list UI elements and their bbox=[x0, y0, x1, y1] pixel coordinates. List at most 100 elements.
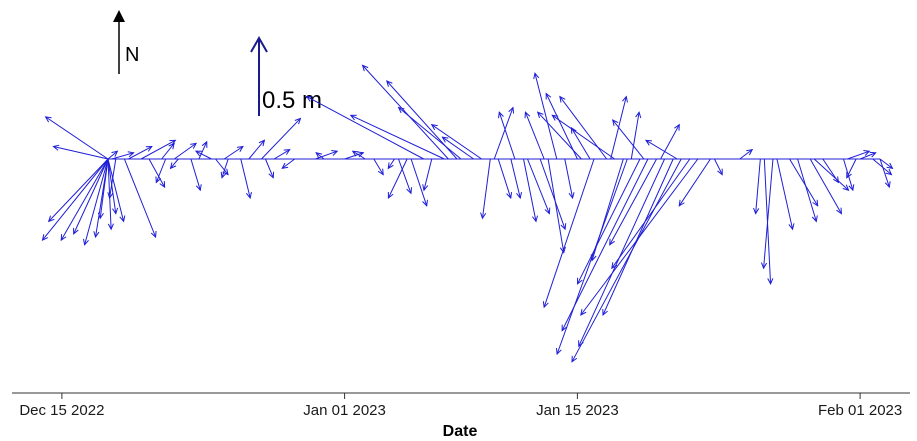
vector-arrow bbox=[789, 158, 819, 207]
vector-shaft bbox=[561, 158, 649, 331]
vector-shaft bbox=[148, 158, 166, 188]
x-axis-title: Date bbox=[443, 423, 478, 440]
vector-arrow bbox=[644, 139, 678, 160]
vector-arrow bbox=[248, 139, 266, 160]
vector-arrow bbox=[739, 148, 754, 160]
vector-shaft bbox=[523, 158, 537, 222]
vector-head bbox=[195, 184, 202, 192]
vector-head bbox=[236, 145, 244, 152]
vector-head bbox=[201, 140, 208, 148]
scale-label: 0.5 m bbox=[262, 87, 322, 114]
vector-arrow bbox=[539, 158, 567, 231]
vector-arrow bbox=[561, 158, 649, 332]
vector-shaft bbox=[344, 152, 364, 160]
vector-arrow bbox=[776, 158, 795, 231]
vector-series bbox=[41, 64, 894, 363]
vector-arrow bbox=[215, 158, 229, 176]
vector-arrow bbox=[580, 158, 699, 316]
vector-head bbox=[47, 215, 55, 223]
vector-shaft bbox=[123, 158, 157, 238]
vector-arrow bbox=[264, 158, 275, 179]
vector-head bbox=[422, 199, 428, 207]
vector-arrow bbox=[240, 158, 252, 200]
vector-arrow bbox=[551, 114, 615, 160]
vector-arrow bbox=[220, 158, 229, 179]
vector-shaft bbox=[223, 146, 244, 160]
vector-head bbox=[516, 192, 523, 200]
vector-arrow bbox=[373, 158, 384, 176]
vector-head bbox=[885, 168, 893, 176]
vector-shaft bbox=[140, 139, 176, 160]
vector-shaft bbox=[109, 158, 117, 199]
north-indicator: N bbox=[113, 10, 139, 74]
vector-shaft bbox=[174, 142, 197, 160]
vector-head bbox=[577, 277, 583, 285]
vector-arrow bbox=[577, 158, 641, 285]
vector-shaft bbox=[240, 158, 251, 199]
vector-shaft bbox=[170, 158, 179, 169]
vector-arrow bbox=[660, 123, 680, 160]
x-tick-label: Feb 01 2023 bbox=[818, 402, 902, 419]
vector-shaft bbox=[602, 158, 674, 316]
vector-head bbox=[846, 171, 852, 179]
vector-shaft bbox=[612, 119, 645, 160]
vector-shaft bbox=[571, 158, 682, 363]
vector-head bbox=[551, 114, 559, 121]
vector-head bbox=[283, 149, 291, 155]
vector-head bbox=[155, 176, 162, 184]
vector-shaft bbox=[264, 158, 274, 178]
vector-arrow bbox=[547, 158, 566, 254]
vector-shaft bbox=[859, 152, 876, 160]
vector-head bbox=[542, 301, 549, 309]
vector-shaft bbox=[107, 158, 125, 222]
vector-shaft bbox=[111, 152, 134, 160]
vector-shaft bbox=[410, 158, 428, 206]
vector-shaft bbox=[524, 112, 545, 160]
vector-arrow bbox=[190, 158, 202, 192]
vector-head bbox=[886, 162, 894, 170]
scale-arrow-head bbox=[250, 35, 268, 53]
vector-arrow bbox=[809, 158, 842, 215]
x-tick-label: Dec 15 2022 bbox=[19, 402, 104, 419]
vector-shaft bbox=[822, 158, 839, 183]
vector-shaft bbox=[48, 158, 109, 222]
vector-arrow bbox=[73, 158, 109, 235]
vector-head bbox=[555, 347, 562, 356]
vector-head bbox=[536, 111, 544, 119]
vector-head bbox=[422, 184, 429, 192]
vector-head bbox=[524, 111, 531, 119]
vector-arrow bbox=[44, 116, 109, 160]
vector-arrow bbox=[261, 117, 302, 160]
vector-head bbox=[811, 215, 818, 223]
vector-head bbox=[222, 168, 229, 176]
vector-head bbox=[611, 262, 618, 270]
vector-arrow bbox=[361, 64, 449, 160]
vector-head bbox=[545, 92, 552, 100]
vector-head bbox=[560, 223, 567, 231]
vector-head bbox=[612, 119, 619, 126]
vector-arrow bbox=[545, 92, 578, 160]
vector-shaft bbox=[580, 158, 699, 316]
vector-arrow bbox=[60, 158, 109, 242]
vector-arrow bbox=[281, 158, 296, 170]
vector-head bbox=[863, 150, 871, 156]
vector-arrow bbox=[398, 158, 413, 195]
vector-arrow bbox=[510, 158, 523, 200]
vector-shaft bbox=[442, 136, 474, 160]
vector-head bbox=[508, 106, 515, 114]
vector-shaft bbox=[551, 114, 615, 160]
vector-head bbox=[107, 223, 114, 231]
vector-head bbox=[315, 152, 323, 159]
vector-shaft bbox=[261, 118, 301, 160]
vector-shaft bbox=[609, 158, 657, 246]
vector-head bbox=[884, 181, 891, 189]
vector-shaft bbox=[789, 158, 819, 207]
vector-shaft bbox=[198, 141, 208, 160]
vector-head bbox=[406, 187, 413, 195]
vector-shaft bbox=[481, 158, 491, 219]
vector-arrow bbox=[223, 145, 244, 160]
vector-shaft bbox=[543, 158, 595, 308]
vector-shaft bbox=[498, 112, 516, 160]
vector-head bbox=[386, 80, 393, 87]
vector-shaft bbox=[559, 96, 608, 160]
